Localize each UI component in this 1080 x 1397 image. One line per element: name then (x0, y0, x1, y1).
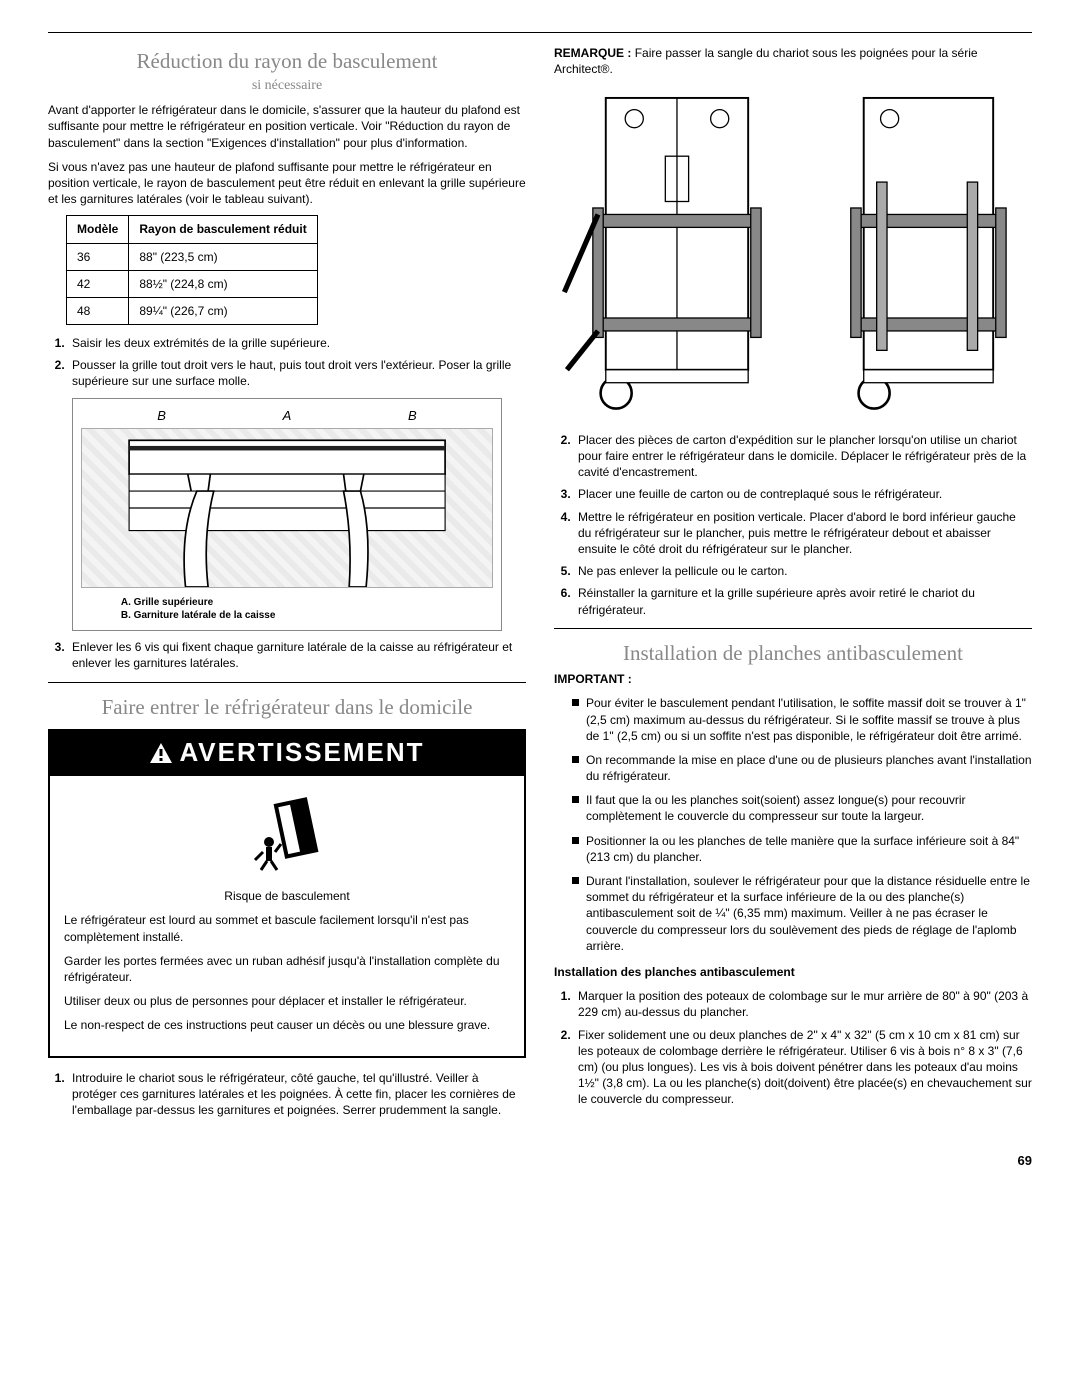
section-subtitle-1: si nécessaire (48, 77, 526, 96)
remark: REMARQUE : Faire passer la sangle du cha… (554, 45, 1032, 77)
figure-caption-a: A. Grille supérieure (121, 596, 493, 609)
grille-illustration (81, 428, 493, 588)
section-title-2: Faire entrer le réfrigérateur dans le do… (48, 693, 526, 721)
bullet-item: Pour éviter le basculement pendant l'uti… (572, 695, 1032, 744)
section-title-1: Réduction du rayon de basculement (48, 47, 526, 75)
page-number: 69 (48, 1152, 1032, 1170)
step-item: Pousser la grille tout droit vers le hau… (68, 357, 526, 389)
dolly-front-illustration (554, 85, 787, 422)
warning-header: AVERTISSEMENT (50, 731, 524, 776)
table-header: Rayon de basculement réduit (129, 216, 317, 243)
bullet-item: On recommande la mise en place d'une ou … (572, 752, 1032, 784)
warning-text: Le réfrigérateur est lourd au sommet et … (64, 912, 510, 944)
subheading: Installation des planches antibasculemen… (554, 964, 1032, 980)
step-item: Mettre le réfrigérateur en position vert… (574, 509, 1032, 558)
warning-text: Garder les portes fermées avec un ruban … (64, 953, 510, 985)
dolly-side-illustration (799, 85, 1032, 422)
warning-text: Utiliser deux ou plus de personnes pour … (64, 993, 510, 1009)
step-item: Marquer la position des poteaux de colom… (574, 988, 1032, 1020)
paragraph: Si vous n'avez pas une hauteur de plafon… (48, 159, 526, 208)
section-title-3: Installation de planches antibasculement (554, 639, 1032, 667)
bullet-item: Il faut que la ou les planches soit(soie… (572, 792, 1032, 824)
table-header: Modèle (67, 216, 129, 243)
model-table: Modèle Rayon de basculement réduit 3688"… (66, 215, 318, 325)
table-row: 4889¼" (226,7 cm) (67, 297, 318, 324)
step-item: Ne pas enlever la pellicule ou le carton… (574, 563, 1032, 579)
step-item: Saisir les deux extrémités de la grille … (68, 335, 526, 351)
step-item: Introduire le chariot sous le réfrigérat… (68, 1070, 526, 1119)
important-label: IMPORTANT : (554, 671, 1032, 687)
table-row: 4288½" (224,8 cm) (67, 270, 318, 297)
step-item: Enlever les 6 vis qui fixent chaque garn… (68, 639, 526, 671)
warning-text: Le non-respect de ces instructions peut … (64, 1017, 510, 1033)
step-item: Fixer solidement une ou deux planches de… (574, 1027, 1032, 1108)
figure-grille: B A B A. Grille supérieure (72, 398, 502, 632)
tipping-pictogram (64, 786, 510, 880)
warning-risk: Risque de basculement (64, 888, 510, 904)
step-item: Réinstaller la garniture et la grille su… (574, 585, 1032, 617)
warning-triangle-icon (149, 742, 173, 764)
step-item: Placer des pièces de carton d'expédition… (574, 432, 1032, 481)
table-row: 3688" (223,5 cm) (67, 243, 318, 270)
dolly-diagrams (554, 85, 1032, 422)
bullet-item: Positionner la ou les planches de telle … (572, 833, 1032, 865)
step-item: Placer une feuille de carton ou de contr… (574, 486, 1032, 502)
warning-box: AVERTISSEMENT Risque de basculemen (48, 729, 526, 1058)
bullet-item: Durant l'installation, soulever le réfri… (572, 873, 1032, 954)
paragraph: Avant d'apporter le réfrigérateur dans l… (48, 102, 526, 151)
figure-caption-b: B. Garniture latérale de la caisse (121, 609, 493, 622)
